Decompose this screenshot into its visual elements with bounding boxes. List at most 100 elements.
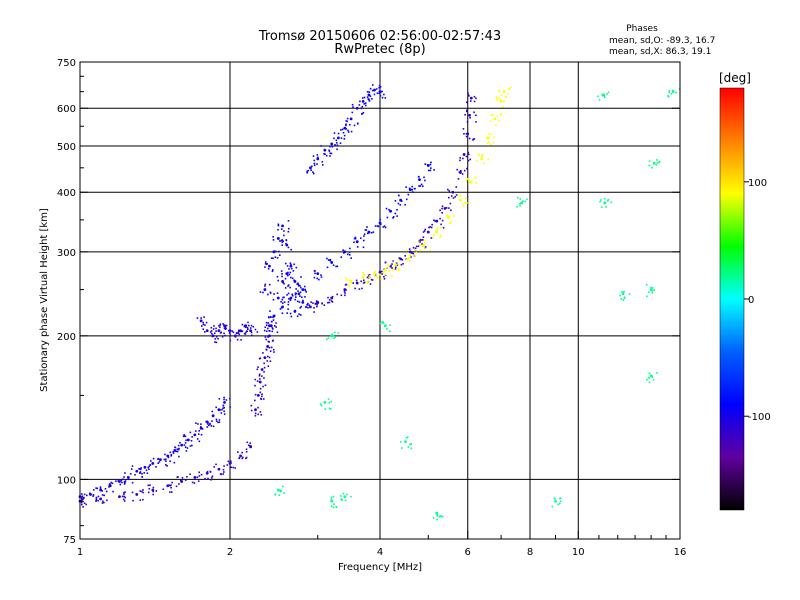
- echo-dot: [163, 458, 166, 461]
- echo-dot: [396, 264, 398, 267]
- echo-dot: [236, 338, 239, 341]
- echo-dot: [285, 244, 288, 246]
- echo-dot: [305, 306, 308, 308]
- echo-dot: [152, 457, 155, 460]
- data-point: [135, 493, 139, 496]
- echo-dot: [394, 200, 397, 202]
- echo-dot: [307, 169, 309, 172]
- data-point: [389, 209, 392, 213]
- echo-dot: [316, 277, 319, 280]
- echo-dot: [202, 323, 205, 326]
- echo-dot: [174, 446, 176, 449]
- echo-dot: [394, 212, 397, 215]
- echo-dot: [312, 302, 314, 304]
- echo-dot: [387, 264, 389, 266]
- echo-dot: [349, 280, 352, 283]
- echo-dot: [503, 100, 505, 103]
- echo-dot: [349, 247, 351, 250]
- echo-dot: [270, 257, 273, 259]
- echo-dot: [341, 128, 344, 131]
- echo-dot: [487, 132, 490, 135]
- echo-dot: [468, 95, 470, 97]
- echo-dot: [256, 331, 259, 333]
- echo-dot: [372, 231, 375, 233]
- grid-lines: [80, 62, 680, 539]
- echo-dot: [206, 470, 209, 473]
- echo-dot: [207, 423, 209, 425]
- echo-dot: [473, 138, 476, 140]
- echo-dot: [103, 494, 105, 497]
- echo-dot: [422, 236, 425, 238]
- echo-dot: [222, 473, 225, 475]
- y-tick-label: 400: [57, 188, 76, 199]
- echo-dot: [265, 324, 268, 327]
- echo-dot: [241, 451, 244, 454]
- echo-dot: [241, 457, 244, 460]
- echo-dot: [379, 86, 382, 88]
- echo-dot: [364, 229, 367, 231]
- echo-dot: [668, 91, 670, 94]
- echo-dot: [123, 495, 125, 498]
- echo-dot: [272, 328, 274, 330]
- echo-dot: [336, 265, 339, 268]
- echo-dot: [648, 381, 651, 384]
- echo-dot: [83, 496, 85, 499]
- echo-dot: [149, 464, 151, 466]
- echo-dot: [259, 391, 262, 394]
- echo-dot: [623, 296, 626, 299]
- echo-dot: [349, 118, 352, 121]
- echo-dot: [268, 341, 270, 343]
- echo-dot: [229, 334, 232, 337]
- echo-dot: [432, 517, 435, 519]
- echo-dot: [488, 141, 490, 143]
- echo-dot: [169, 460, 171, 462]
- echo-dot: [406, 436, 409, 438]
- echo-dot: [172, 450, 175, 453]
- data-point: [263, 288, 267, 291]
- echo-dot: [193, 482, 196, 484]
- echo-dot: [102, 500, 104, 503]
- echo-dot: [275, 322, 277, 324]
- echo-dot: [250, 331, 253, 334]
- echo-dot: [279, 490, 282, 493]
- echo-dot: [421, 239, 424, 241]
- echo-dot: [185, 439, 187, 441]
- echo-dot: [147, 466, 150, 469]
- echo-dot: [108, 486, 110, 488]
- echo-dot: [498, 90, 501, 93]
- echo-dot: [267, 340, 270, 343]
- echo-dot: [600, 206, 603, 209]
- echo-dot: [456, 168, 459, 171]
- echo-dot: [223, 471, 225, 473]
- echo-dot: [415, 245, 418, 248]
- echo-dot: [368, 91, 371, 93]
- echo-dot: [469, 158, 472, 161]
- echo-dot: [648, 377, 650, 379]
- echo-dot: [279, 489, 282, 492]
- echo-dot: [333, 503, 335, 505]
- echo-dot: [217, 337, 219, 340]
- echo-dot: [263, 366, 266, 369]
- echo-dot: [313, 159, 316, 162]
- echo-dot: [178, 483, 180, 485]
- y-tick-label: 200: [57, 332, 76, 343]
- echo-dot: [111, 482, 114, 485]
- echo-dot: [200, 423, 202, 425]
- echo-dot: [215, 327, 217, 330]
- echo-dot: [655, 164, 658, 166]
- echo-dot: [205, 321, 208, 324]
- echo-dot: [362, 273, 364, 276]
- phase-stats-o: mean, sd,O: -89.3, 16.7: [609, 36, 715, 46]
- echo-dot: [227, 460, 230, 463]
- echo-dot: [254, 384, 256, 387]
- echo-dot: [147, 491, 150, 494]
- echo-dot: [218, 324, 220, 327]
- echo-dot: [349, 123, 351, 126]
- echo-dot: [294, 309, 296, 312]
- echo-dot: [124, 480, 127, 482]
- echo-dot: [274, 256, 277, 258]
- echo-dot: [222, 323, 224, 325]
- echo-dot: [321, 302, 323, 305]
- echo-dot: [251, 334, 253, 337]
- echo-dot: [362, 272, 364, 274]
